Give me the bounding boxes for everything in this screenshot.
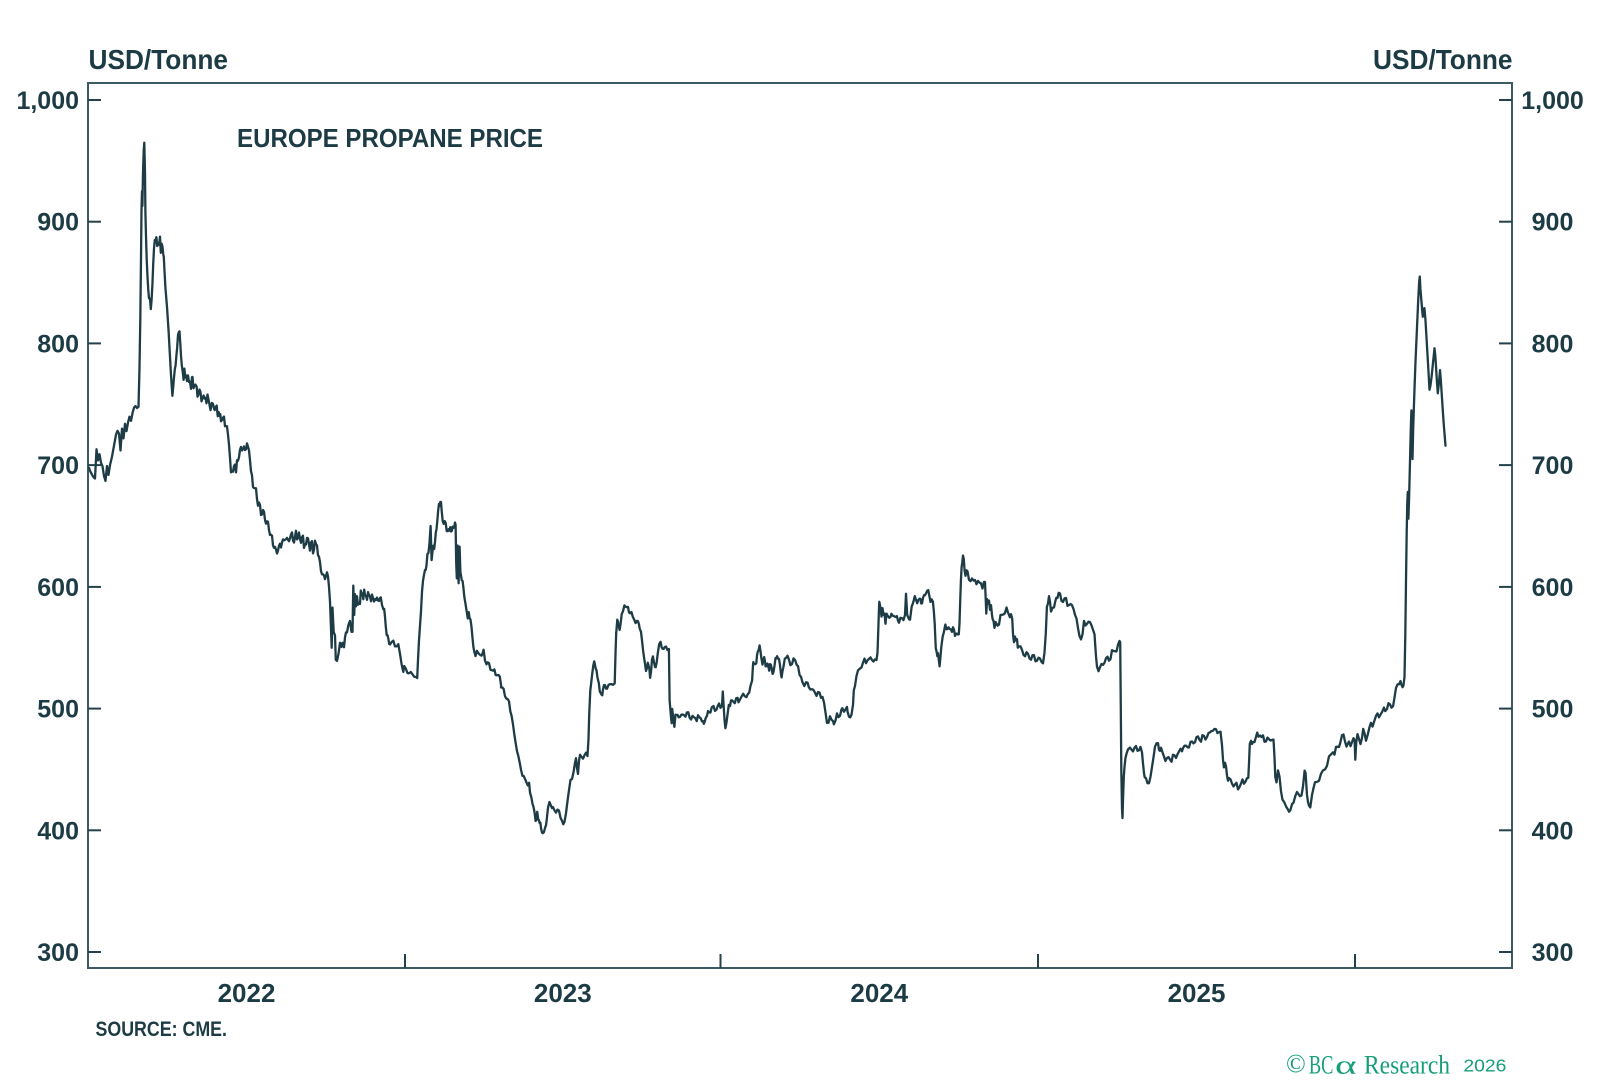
svg-text:©: © (1286, 1049, 1306, 1078)
svg-text:2026: 2026 (1463, 1056, 1506, 1076)
svg-text:300: 300 (1532, 939, 1574, 967)
svg-text:900: 900 (37, 209, 79, 237)
svg-text:500: 500 (37, 696, 79, 724)
svg-text:Research: Research (1364, 1051, 1450, 1080)
svg-text:USD/Tonne: USD/Tonne (1373, 44, 1513, 75)
svg-text:400: 400 (1532, 817, 1574, 845)
svg-text:α: α (1335, 1051, 1357, 1080)
svg-text:2024: 2024 (850, 978, 908, 1008)
svg-text:SOURCE: CME.: SOURCE: CME. (96, 1018, 228, 1041)
svg-text:900: 900 (1532, 209, 1574, 237)
svg-text:BC: BC (1309, 1051, 1334, 1080)
svg-text:400: 400 (37, 817, 79, 845)
svg-text:1,000: 1,000 (16, 87, 79, 115)
svg-text:700: 700 (1532, 452, 1574, 480)
svg-text:EUROPE PROPANE PRICE: EUROPE PROPANE PRICE (237, 123, 543, 153)
svg-text:800: 800 (1532, 330, 1574, 358)
svg-text:2022: 2022 (218, 978, 276, 1008)
svg-text:500: 500 (1532, 696, 1574, 724)
svg-text:800: 800 (37, 330, 79, 358)
svg-text:700: 700 (37, 452, 79, 480)
svg-text:USD/Tonne: USD/Tonne (89, 44, 229, 75)
svg-text:300: 300 (37, 939, 79, 967)
svg-text:2023: 2023 (534, 978, 592, 1008)
svg-text:600: 600 (37, 574, 79, 602)
svg-text:600: 600 (1532, 574, 1574, 602)
svg-text:2025: 2025 (1168, 978, 1226, 1008)
svg-text:1,000: 1,000 (1521, 87, 1584, 115)
